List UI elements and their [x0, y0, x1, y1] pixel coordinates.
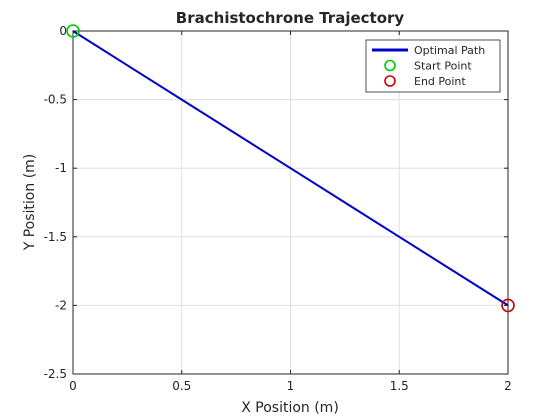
legend-swatch-end-point: [384, 75, 396, 87]
y-axis-label: Y Position (m): [22, 154, 38, 252]
chart-title: Brachistochrone Trajectory: [176, 9, 405, 27]
legend-label-start-point: Start Point: [414, 60, 472, 73]
x-tick-label: 0: [69, 379, 77, 393]
x-tick-label: 2: [504, 379, 512, 393]
y-tick-label: -1: [55, 161, 67, 175]
optimal-path-line: [72, 30, 509, 307]
x-tick-label: 0.5: [172, 379, 191, 393]
series-layer: [66, 24, 515, 313]
legend-label-optimal-path: Optimal Path: [414, 44, 485, 57]
y-tick-label: -1.5: [44, 230, 67, 244]
legend-swatch-start-point: [384, 59, 396, 72]
legend-label-end-point: End Point: [414, 75, 466, 88]
end-point-marker: [501, 298, 515, 313]
axis-ticks: 0 0.5 1 1.5 2 0 -0.5 -1 -1.5 -2 -2.5: [44, 24, 512, 393]
y-tick-label: -0.5: [44, 93, 67, 107]
y-tick-label: 0: [59, 24, 67, 38]
legend: Optimal Path Start Point End Point: [365, 39, 501, 93]
y-tick-label: -2: [55, 298, 67, 312]
x-tick-label: 1.5: [390, 379, 409, 393]
y-tick-label: -2.5: [44, 367, 67, 381]
x-tick-label: 1: [287, 379, 295, 393]
start-point-marker: [66, 24, 80, 38]
x-axis-label: X Position (m): [241, 400, 339, 416]
